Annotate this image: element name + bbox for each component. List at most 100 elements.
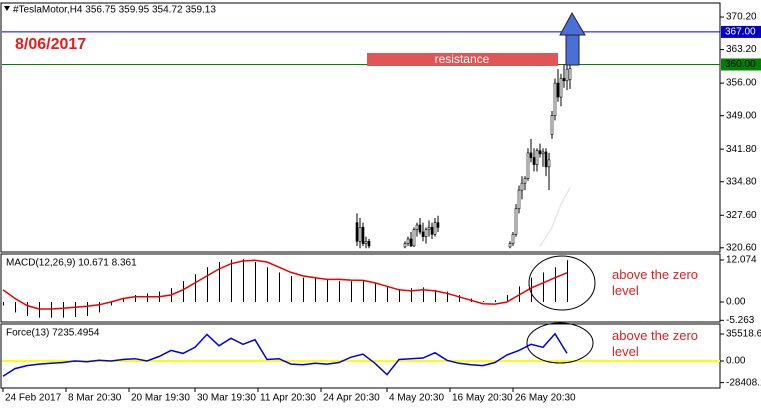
- histogram-bar: [363, 280, 364, 302]
- candle-body: [535, 150, 539, 165]
- candle-body: [532, 157, 536, 165]
- force-title: Force(13) 7235.4954: [6, 328, 100, 339]
- histogram-bar: [99, 302, 100, 313]
- histogram-bar: [495, 300, 496, 302]
- x-tick-label: 11 Apr 20:30: [260, 393, 316, 404]
- candle-body: [508, 243, 512, 248]
- y-tick-label: 334.80: [726, 176, 757, 187]
- x-tick-label: 8 Mar 20:30: [68, 393, 122, 404]
- candle-body: [568, 68, 572, 80]
- histogram-bar: [231, 259, 232, 302]
- candle-body: [361, 227, 365, 244]
- y-tick-label: 320.60: [726, 242, 757, 253]
- candle-body: [565, 68, 569, 82]
- candle-body: [526, 152, 530, 179]
- resistance-label: resistance: [435, 52, 490, 66]
- candle-body: [412, 229, 416, 247]
- histogram-bar: [555, 267, 556, 302]
- histogram-bar: [303, 277, 304, 302]
- overlay-line: [539, 187, 571, 247]
- histogram-bar: [399, 289, 400, 302]
- candle-body: [430, 227, 434, 235]
- x-tick-label: 16 May 20:30: [452, 393, 513, 404]
- y-tick-label: 0.00: [726, 356, 746, 367]
- histogram-bar: [51, 302, 52, 318]
- histogram-bar: [459, 295, 460, 302]
- candle-body: [520, 182, 524, 191]
- candle-body: [406, 238, 410, 244]
- histogram-bar: [507, 295, 508, 302]
- histogram-bar: [243, 259, 244, 302]
- icon: [4, 6, 10, 11]
- histogram-bar: [375, 282, 376, 302]
- macd-panel: [0, 253, 721, 323]
- macd-title: MACD(12,26,9) 10.671 8.361: [6, 258, 137, 269]
- candle-body: [544, 151, 548, 168]
- y-tick-label: 12.074: [726, 255, 757, 266]
- candle-body: [511, 234, 515, 244]
- x-tick-label: 26 May 20:30: [515, 393, 576, 404]
- histogram-bar: [39, 302, 40, 318]
- level-label-box: [721, 58, 761, 71]
- candle-body: [514, 208, 518, 235]
- candle-body: [523, 178, 527, 184]
- histogram-bar: [87, 302, 88, 316]
- y-tick-label: 327.60: [726, 210, 757, 221]
- x-tick-label: 4 May 20:30: [389, 393, 444, 404]
- candle-body: [547, 159, 551, 168]
- marks: [2, 16, 724, 392]
- histogram-bar: [111, 302, 112, 306]
- histogram-bar: [147, 293, 148, 302]
- histogram-bar: [291, 275, 292, 302]
- date-annotation: 8/06/2017: [15, 36, 86, 53]
- level-label: 367.00: [725, 27, 756, 38]
- x-tick-label: 30 Mar 19:30: [197, 393, 256, 404]
- y-tick-label: -28408.1: [726, 377, 761, 388]
- candle-body: [550, 115, 554, 135]
- candle-body: [517, 189, 521, 210]
- candle-body: [367, 240, 371, 247]
- force-annotation: above the zero level: [612, 328, 699, 359]
- candle-body: [559, 78, 563, 98]
- candle-body: [538, 150, 542, 155]
- histogram-bar: [387, 286, 388, 302]
- histogram-bar: [339, 281, 340, 302]
- candle-body: [358, 227, 362, 242]
- histogram-bar: [423, 287, 424, 302]
- histogram-bar: [315, 277, 316, 302]
- x-tick-label: 20 Mar 19:30: [131, 393, 190, 404]
- level-label-box: [721, 25, 761, 38]
- histogram-bar: [195, 274, 196, 302]
- macd-annotation: above the zero level: [612, 267, 699, 298]
- y-tick-label: -5.263: [726, 315, 755, 326]
- y-tick-label: 349.00: [726, 110, 757, 121]
- histogram-bar: [123, 298, 124, 302]
- histogram-bar: [63, 302, 64, 318]
- histogram-bar: [531, 277, 532, 302]
- y-tick-label: 341.80: [726, 144, 757, 155]
- candle-body: [433, 222, 437, 235]
- histogram-bar: [183, 281, 184, 302]
- histogram-bar: [327, 279, 328, 302]
- histogram-bar: [135, 295, 136, 302]
- candle-body: [403, 243, 407, 248]
- candle-body: [364, 240, 368, 244]
- signal-line: [2, 259, 568, 310]
- y-tick-label: 35518.65: [726, 329, 761, 340]
- y-tick-label: 0.00: [726, 297, 746, 308]
- histogram-bar: [267, 267, 268, 302]
- histogram-bar: [3, 302, 4, 306]
- arrow-shaft: [565, 34, 580, 66]
- candle-body: [421, 231, 425, 237]
- candle-body: [409, 238, 413, 247]
- histogram-bar: [543, 272, 544, 302]
- highlight-ellipse: [526, 322, 594, 364]
- histogram-bar: [447, 291, 448, 302]
- histogram-bar: [207, 267, 208, 302]
- histogram-bar: [27, 302, 28, 316]
- resistance-box: [367, 53, 558, 66]
- force-panel: [0, 323, 721, 389]
- histogram-bar: [411, 288, 412, 302]
